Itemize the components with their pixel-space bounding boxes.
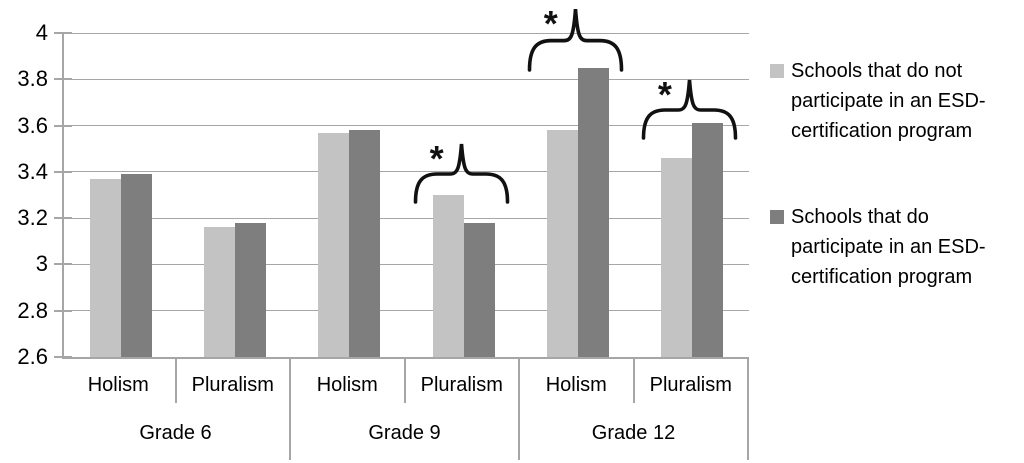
y-axis-tick-label: 3.4 bbox=[17, 158, 48, 184]
y-axis-tick-label: 3.6 bbox=[17, 112, 48, 138]
legend: Schools that do not participate in an ES… bbox=[770, 56, 1020, 292]
y-axis-tick bbox=[54, 356, 72, 358]
bar-no-esd-grade-9-holism bbox=[318, 132, 350, 357]
y-axis-tick-label: 3.2 bbox=[17, 205, 48, 231]
significance-brace bbox=[413, 140, 510, 204]
gridline bbox=[64, 125, 749, 127]
x-axis-subcategory-row: Holism Pluralism Holism Pluralism Holism Plur… bbox=[62, 357, 747, 403]
bar-esd-grade-12-pluralism bbox=[691, 123, 723, 357]
bar-no-esd-grade-9-pluralism bbox=[432, 195, 464, 357]
gridline bbox=[64, 171, 749, 173]
y-axis-tick bbox=[54, 309, 72, 312]
legend-item: Schools that do participate in an ESD-ce… bbox=[770, 202, 1020, 292]
x-axis-subcategory-label: Pluralism bbox=[403, 357, 519, 403]
significance-asterisk: * bbox=[657, 74, 672, 115]
bar-esd-grade-12-holism bbox=[577, 67, 609, 357]
x-axis-subcategory-label: Holism bbox=[518, 357, 633, 403]
chart-plot-area bbox=[54, 32, 749, 359]
gridline bbox=[64, 310, 749, 312]
bar-esd-grade-9-pluralism bbox=[463, 222, 495, 357]
gridline bbox=[64, 32, 749, 34]
legend-label: Schools that do not participate in an ES… bbox=[791, 60, 986, 142]
y-axis-tick-label: 3 bbox=[35, 251, 48, 277]
curly-brace-icon bbox=[527, 9, 624, 72]
gridline bbox=[64, 217, 749, 219]
bar-esd-grade-9-holism bbox=[349, 130, 381, 357]
bar-esd-grade-6-pluralism bbox=[235, 222, 267, 357]
x-axis-group-label: Grade 9 bbox=[289, 403, 518, 460]
y-axis-tick-label: 3.8 bbox=[17, 66, 48, 92]
curly-brace-icon bbox=[413, 143, 510, 204]
bar-no-esd-grade-12-holism bbox=[546, 130, 578, 357]
y-axis-tick bbox=[54, 124, 72, 127]
legend-item: Schools that do not participate in an ES… bbox=[770, 56, 1020, 146]
y-axis-tick bbox=[54, 263, 72, 266]
x-axis-group-label: Grade 6 bbox=[139, 422, 212, 444]
y-axis-tick bbox=[54, 78, 72, 81]
x-axis-right-border bbox=[747, 357, 749, 460]
significance-brace bbox=[641, 76, 738, 140]
bar-no-esd-grade-6-holism bbox=[90, 178, 121, 357]
x-axis-subcategory-label: Pluralism bbox=[174, 357, 290, 403]
bar-no-esd-grade-6-pluralism bbox=[204, 227, 236, 357]
x-axis-subcategory-label: Holism bbox=[289, 357, 404, 403]
y-axis-tick-label: 2.6 bbox=[17, 344, 48, 369]
y-axis-tick bbox=[54, 170, 72, 173]
gridline bbox=[64, 263, 749, 265]
x-axis-group-row: Grade 6 Grade 9 Grade 12 bbox=[62, 403, 747, 460]
y-axis-tick bbox=[54, 32, 72, 34]
x-axis-subcategory-label: Pluralism bbox=[632, 357, 748, 403]
significance-asterisk: * bbox=[543, 3, 558, 44]
x-axis-group-label: Grade 12 bbox=[518, 403, 747, 460]
y-axis-tick bbox=[54, 217, 72, 220]
curly-brace-icon bbox=[642, 79, 738, 140]
gridline bbox=[64, 78, 749, 80]
legend-label: Schools that do participate in an ESD-ce… bbox=[791, 206, 986, 288]
y-axis-tick-label: 2.8 bbox=[17, 297, 48, 323]
bar-esd-grade-6-holism bbox=[121, 174, 152, 357]
significance-brace bbox=[527, 5, 624, 72]
legend-swatch bbox=[770, 210, 784, 224]
significance-asterisk: * bbox=[429, 138, 444, 179]
bar-no-esd-grade-12-pluralism bbox=[660, 157, 692, 357]
legend-swatch bbox=[770, 64, 784, 78]
x-axis-subcategory-label: Holism bbox=[87, 373, 149, 396]
y-axis-tick-label: 4 bbox=[35, 20, 48, 45]
